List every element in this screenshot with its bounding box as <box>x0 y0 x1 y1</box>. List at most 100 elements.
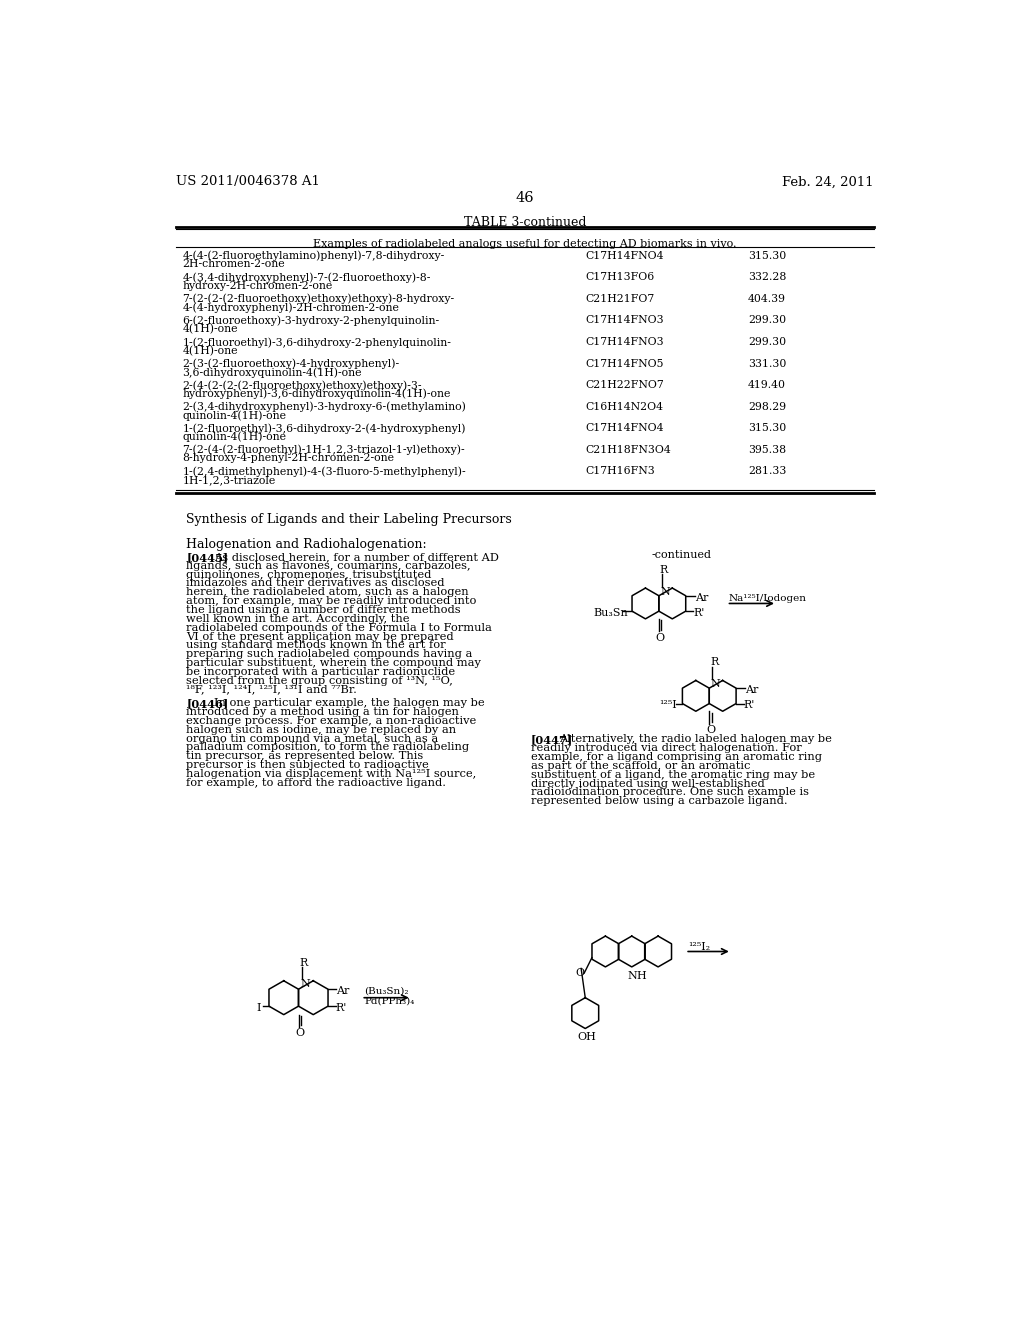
Text: I: I <box>257 1003 261 1012</box>
Text: VI of the present application may be prepared: VI of the present application may be pre… <box>186 631 454 642</box>
Text: R: R <box>710 657 718 668</box>
Text: using standard methods known in the art for: using standard methods known in the art … <box>186 640 445 651</box>
Text: particular substituent, wherein the compound may: particular substituent, wherein the comp… <box>186 659 481 668</box>
Text: 7-(2-(2-(2-fluoroethoxy)ethoxy)ethoxy)-8-hydroxy-: 7-(2-(2-(2-fluoroethoxy)ethoxy)ethoxy)-8… <box>182 294 455 305</box>
Text: 3,6-dihydroxyquinolin-4(1H)-one: 3,6-dihydroxyquinolin-4(1H)-one <box>182 367 361 378</box>
Text: TABLE 3-continued: TABLE 3-continued <box>464 216 586 230</box>
Text: 4-(3,4-dihydroxyphenyl)-7-(2-fluoroethoxy)-8-: 4-(3,4-dihydroxyphenyl)-7-(2-fluoroethox… <box>182 272 431 282</box>
Text: C17H14FNO3: C17H14FNO3 <box>586 315 664 326</box>
Text: 4(1H)-one: 4(1H)-one <box>182 323 238 334</box>
Text: 2-(4-(2-(2-(2-fluoroethoxy)ethoxy)ethoxy)-3-: 2-(4-(2-(2-(2-fluoroethoxy)ethoxy)ethoxy… <box>182 380 422 391</box>
Text: H: H <box>636 970 646 981</box>
Text: C21H22FNO7: C21H22FNO7 <box>586 380 664 391</box>
Text: Feb. 24, 2011: Feb. 24, 2011 <box>782 176 873 189</box>
Text: precursor is then subjected to radioactive: precursor is then subjected to radioacti… <box>186 760 429 770</box>
Text: 299.30: 299.30 <box>748 337 786 347</box>
Text: N: N <box>711 678 721 689</box>
Text: 2H-chromen-2-one: 2H-chromen-2-one <box>182 259 285 269</box>
Text: tin precursor, as represented below. This: tin precursor, as represented below. Thi… <box>186 751 423 762</box>
Text: O: O <box>655 632 665 643</box>
Text: halogenation via displacement with Na¹²⁵I source,: halogenation via displacement with Na¹²⁵… <box>186 770 476 779</box>
Text: imidazoles and their derivatives as disclosed: imidazoles and their derivatives as disc… <box>186 578 444 589</box>
Text: C17H14FNO4: C17H14FNO4 <box>586 251 664 261</box>
Text: 315.30: 315.30 <box>748 424 786 433</box>
Text: 8-hydroxy-4-phenyl-2H-chromen-2-one: 8-hydroxy-4-phenyl-2H-chromen-2-one <box>182 453 394 463</box>
Text: N: N <box>660 586 670 597</box>
Text: 2-(3-(2-fluoroethoxy)-4-hydroxyphenyl)-: 2-(3-(2-fluoroethoxy)-4-hydroxyphenyl)- <box>182 359 399 370</box>
Text: quinolinones, chromenones, trisubstituted: quinolinones, chromenones, trisubstitute… <box>186 570 431 579</box>
Text: R': R' <box>336 1003 347 1012</box>
Text: (Bu₃Sn)₂: (Bu₃Sn)₂ <box>365 987 409 995</box>
Text: [0446]: [0446] <box>186 698 228 709</box>
Text: ligands, such as flavones, coumarins, carbazoles,: ligands, such as flavones, coumarins, ca… <box>186 561 471 570</box>
Text: 298.29: 298.29 <box>748 401 786 412</box>
Text: C21H18FN3O4: C21H18FN3O4 <box>586 445 671 455</box>
Text: Ar: Ar <box>745 685 759 696</box>
Text: halogen such as iodine, may be replaced by an: halogen such as iodine, may be replaced … <box>186 725 457 735</box>
Text: 331.30: 331.30 <box>748 359 786 368</box>
Text: directly iodinated using well-established: directly iodinated using well-establishe… <box>531 779 765 788</box>
Text: Examples of radiolabeled analogs useful for detecting AD biomarks in vivo.: Examples of radiolabeled analogs useful … <box>313 239 736 249</box>
Text: C17H16FN3: C17H16FN3 <box>586 466 655 477</box>
Text: for example, to afford the radioactive ligand.: for example, to afford the radioactive l… <box>186 777 446 788</box>
Text: radioiodination procedure. One such example is: radioiodination procedure. One such exam… <box>531 788 809 797</box>
Text: radiolabeled compounds of the Formula I to Formula: radiolabeled compounds of the Formula I … <box>186 623 492 632</box>
Text: O: O <box>707 725 716 735</box>
Text: 1-(2-fluoroethyl)-3,6-dihydroxy-2-(4-hydroxyphenyl): 1-(2-fluoroethyl)-3,6-dihydroxy-2-(4-hyd… <box>182 424 466 434</box>
Text: Na¹²⁵I/Iodogen: Na¹²⁵I/Iodogen <box>728 594 806 603</box>
Text: [0445]: [0445] <box>186 552 228 562</box>
Text: R: R <box>299 958 307 968</box>
Text: quinolin-4(1H)-one: quinolin-4(1H)-one <box>182 411 287 421</box>
Text: 332.28: 332.28 <box>748 272 786 282</box>
Text: C17H14FNO5: C17H14FNO5 <box>586 359 664 368</box>
Text: 281.33: 281.33 <box>748 466 786 477</box>
Text: well known in the art. Accordingly, the: well known in the art. Accordingly, the <box>186 614 410 624</box>
Text: 4(1H)-one: 4(1H)-one <box>182 346 238 356</box>
Text: Bu₃Sn: Bu₃Sn <box>593 609 628 618</box>
Text: 315.30: 315.30 <box>748 251 786 261</box>
Text: OH: OH <box>578 1032 596 1041</box>
Text: Ar: Ar <box>695 593 709 603</box>
Text: C17H14FNO3: C17H14FNO3 <box>586 337 664 347</box>
Text: O: O <box>295 1028 304 1039</box>
Text: Halogenation and Radiohalogenation:: Halogenation and Radiohalogenation: <box>186 539 427 550</box>
Text: 395.38: 395.38 <box>748 445 786 455</box>
Text: hydroxyphenyl)-3,6-dihydroxyquinolin-4(1H)-one: hydroxyphenyl)-3,6-dihydroxyquinolin-4(1… <box>182 388 451 399</box>
Text: Ar: Ar <box>336 986 349 997</box>
Text: As disclosed herein, for a number of different AD: As disclosed herein, for a number of dif… <box>214 552 499 562</box>
Text: organo tin compound via a metal, such as a: organo tin compound via a metal, such as… <box>186 734 438 743</box>
Text: example, for a ligand comprising an aromatic ring: example, for a ligand comprising an arom… <box>531 752 822 762</box>
Text: Synthesis of Ligands and their Labeling Precursors: Synthesis of Ligands and their Labeling … <box>186 513 512 527</box>
Text: 1H-1,2,3-triazole: 1H-1,2,3-triazole <box>182 475 275 484</box>
Text: R: R <box>659 565 668 576</box>
Text: selected from the group consisting of ¹³N, ¹⁵O,: selected from the group consisting of ¹³… <box>186 676 453 686</box>
Text: C17H13FO6: C17H13FO6 <box>586 272 654 282</box>
Text: N: N <box>300 979 310 989</box>
Text: Pd(PPh₃)₄: Pd(PPh₃)₄ <box>365 997 415 1005</box>
Text: 4-(4-(2-fluoroethylamino)phenyl)-7,8-dihydroxy-: 4-(4-(2-fluoroethylamino)phenyl)-7,8-dih… <box>182 251 444 261</box>
Text: ¹²⁵I: ¹²⁵I <box>659 701 677 710</box>
Text: substituent of a ligand, the aromatic ring may be: substituent of a ligand, the aromatic ri… <box>531 770 815 780</box>
Text: quinolin-4(1H)-one: quinolin-4(1H)-one <box>182 432 287 442</box>
Text: [0447]: [0447] <box>531 734 573 746</box>
Text: atom, for example, may be readily introduced into: atom, for example, may be readily introd… <box>186 597 476 606</box>
Text: 4-(4-hydroxyphenyl)-2H-chromen-2-one: 4-(4-hydroxyphenyl)-2H-chromen-2-one <box>182 302 399 313</box>
Text: herein, the radiolabeled atom, such as a halogen: herein, the radiolabeled atom, such as a… <box>186 587 469 597</box>
Text: as part of the scaffold, or an aromatic: as part of the scaffold, or an aromatic <box>531 760 751 771</box>
Text: Alternatively, the radio labeled halogen may be: Alternatively, the radio labeled halogen… <box>559 734 831 744</box>
Text: 46: 46 <box>515 191 535 205</box>
Text: palladium composition, to form the radiolabeling: palladium composition, to form the radio… <box>186 742 469 752</box>
Text: -continued: -continued <box>651 549 711 560</box>
Text: be incorporated with a particular radionuclide: be incorporated with a particular radion… <box>186 667 456 677</box>
Text: N: N <box>627 970 637 981</box>
Text: ¹⁸F, ¹²³I, ¹²⁴I, ¹²⁵I, ¹³¹I and ⁷⁷Br.: ¹⁸F, ¹²³I, ¹²⁴I, ¹²⁵I, ¹³¹I and ⁷⁷Br. <box>186 685 357 694</box>
Text: 1-(2-fluoroethyl)-3,6-dihydroxy-2-phenylquinolin-: 1-(2-fluoroethyl)-3,6-dihydroxy-2-phenyl… <box>182 337 452 347</box>
Text: R': R' <box>693 609 705 618</box>
Text: 404.39: 404.39 <box>748 294 786 304</box>
Text: ¹²⁵I₂: ¹²⁵I₂ <box>688 942 711 952</box>
Text: readily introduced via direct halogenation. For: readily introduced via direct halogenati… <box>531 743 802 754</box>
Text: C21H21FO7: C21H21FO7 <box>586 294 654 304</box>
Text: 2-(3,4-dihydroxyphenyl)-3-hydroxy-6-(methylamino): 2-(3,4-dihydroxyphenyl)-3-hydroxy-6-(met… <box>182 401 466 412</box>
Text: US 2011/0046378 A1: US 2011/0046378 A1 <box>176 176 319 189</box>
Text: C16H14N2O4: C16H14N2O4 <box>586 401 664 412</box>
